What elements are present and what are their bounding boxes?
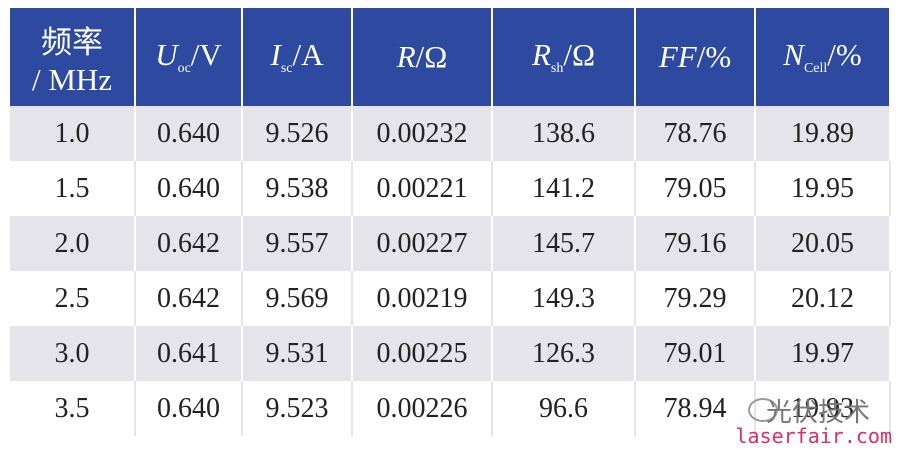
header-symbol: I [270, 36, 281, 72]
table-cell: 0.642 [135, 271, 243, 326]
table-cell: 141.2 [492, 161, 636, 216]
header-symbol: U [155, 36, 178, 72]
table-cell: 20.05 [755, 216, 891, 271]
table-cell: 3.0 [10, 326, 136, 381]
table-cell: 0.00226 [352, 381, 493, 436]
header-symbol: FF [658, 39, 697, 74]
table-cell: 9.531 [242, 326, 353, 381]
table-cell: 0.640 [135, 161, 243, 216]
table-cell: 78.94 [635, 381, 756, 436]
data-table: 频率 / MHz Uoc/V Isc/A R/Ω Rsh/Ω FF/% NCell/% 1.0… [10, 8, 891, 436]
header-symbol: N [783, 36, 804, 72]
header-line: 频率 [41, 24, 103, 60]
table-cell: 2.0 [10, 216, 136, 271]
table-cell: 9.557 [242, 216, 353, 271]
table-row: 3.0 0.641 9.531 0.00225 126.3 79.01 19.97 [10, 326, 891, 381]
table-cell: 0.641 [135, 326, 243, 381]
header-cell: Isc/A [242, 8, 353, 106]
table-cell: 9.523 [242, 381, 353, 436]
table-cell: 9.526 [242, 106, 353, 161]
table-cell: 126.3 [492, 326, 636, 381]
header-unit: /V [190, 36, 222, 72]
header-subscript: sc [280, 61, 293, 77]
table-cell: 9.538 [242, 161, 353, 216]
table-row: 2.5 0.642 9.569 0.00219 149.3 79.29 20.12 [10, 271, 891, 326]
table-cell: 149.3 [492, 271, 636, 326]
table-cell: 0.00219 [352, 271, 493, 326]
table-row: 3.5 0.640 9.523 0.00226 96.6 78.94 19.93 [10, 381, 891, 436]
table-cell: 20.12 [755, 271, 891, 326]
table-cell: 79.05 [635, 161, 756, 216]
header-subscript: sh [550, 61, 564, 77]
header-subscript: Cell [803, 61, 828, 77]
table-cell: 1.5 [10, 161, 136, 216]
table-cell: 0.00232 [352, 106, 493, 161]
header-cell: 频率 / MHz [10, 8, 136, 106]
table-row: 1.5 0.640 9.538 0.00221 141.2 79.05 19.95 [10, 161, 891, 216]
wechat-icon [748, 398, 778, 422]
table-cell: 78.76 [635, 106, 756, 161]
table-cell: 9.569 [242, 271, 353, 326]
table-cell: 0.00221 [352, 161, 493, 216]
table-cell: 19.95 [755, 161, 891, 216]
table-cell: 0.642 [135, 216, 243, 271]
header-unit: /% [827, 36, 862, 72]
header-unit: /Ω [563, 36, 596, 72]
table-cell: 3.5 [10, 381, 136, 436]
header-line: / MHz [31, 61, 113, 97]
table-cell: 2.5 [10, 271, 136, 326]
table-cell: 138.6 [492, 106, 636, 161]
header-cell: Rsh/Ω [492, 8, 636, 106]
table-cell: 1.0 [10, 106, 136, 161]
table-cell: 19.97 [755, 326, 891, 381]
table-cell: 0.00227 [352, 216, 493, 271]
table-cell: 145.7 [492, 216, 636, 271]
table-cell: 0.640 [135, 106, 243, 161]
table-cell: 79.16 [635, 216, 756, 271]
table-cell: 79.01 [635, 326, 756, 381]
table-row: 1.0 0.640 9.526 0.00232 138.6 78.76 19.89 [10, 106, 891, 161]
table-row: 2.0 0.642 9.557 0.00227 145.7 79.16 20.05 [10, 216, 891, 271]
header-row: 频率 / MHz Uoc/V Isc/A R/Ω Rsh/Ω FF/% NCell/% [10, 8, 891, 106]
table-cell: 96.6 [492, 381, 636, 436]
watermark-name: 光伏技术 [765, 398, 870, 428]
header-subscript: oc [177, 61, 191, 77]
table-cell: 79.29 [635, 271, 756, 326]
table-cell: 0.640 [135, 381, 243, 436]
header-cell: Uoc/V [135, 8, 243, 106]
header-unit: /Ω [415, 39, 448, 74]
header-unit: /% [696, 39, 732, 74]
header-symbol: R [396, 39, 416, 74]
header-cell: R/Ω [352, 8, 493, 106]
watermark-site: laserfair.com [735, 424, 892, 448]
header-unit: /A [292, 36, 324, 72]
table-cell: 0.00225 [352, 326, 493, 381]
header-cell: NCell/% [755, 8, 891, 106]
table-body: 1.0 0.640 9.526 0.00232 138.6 78.76 19.89 1.5 0.… [10, 106, 891, 436]
header-cell: FF/% [635, 8, 756, 106]
table-cell: 19.89 [755, 106, 891, 161]
header-symbol: R [531, 36, 551, 72]
